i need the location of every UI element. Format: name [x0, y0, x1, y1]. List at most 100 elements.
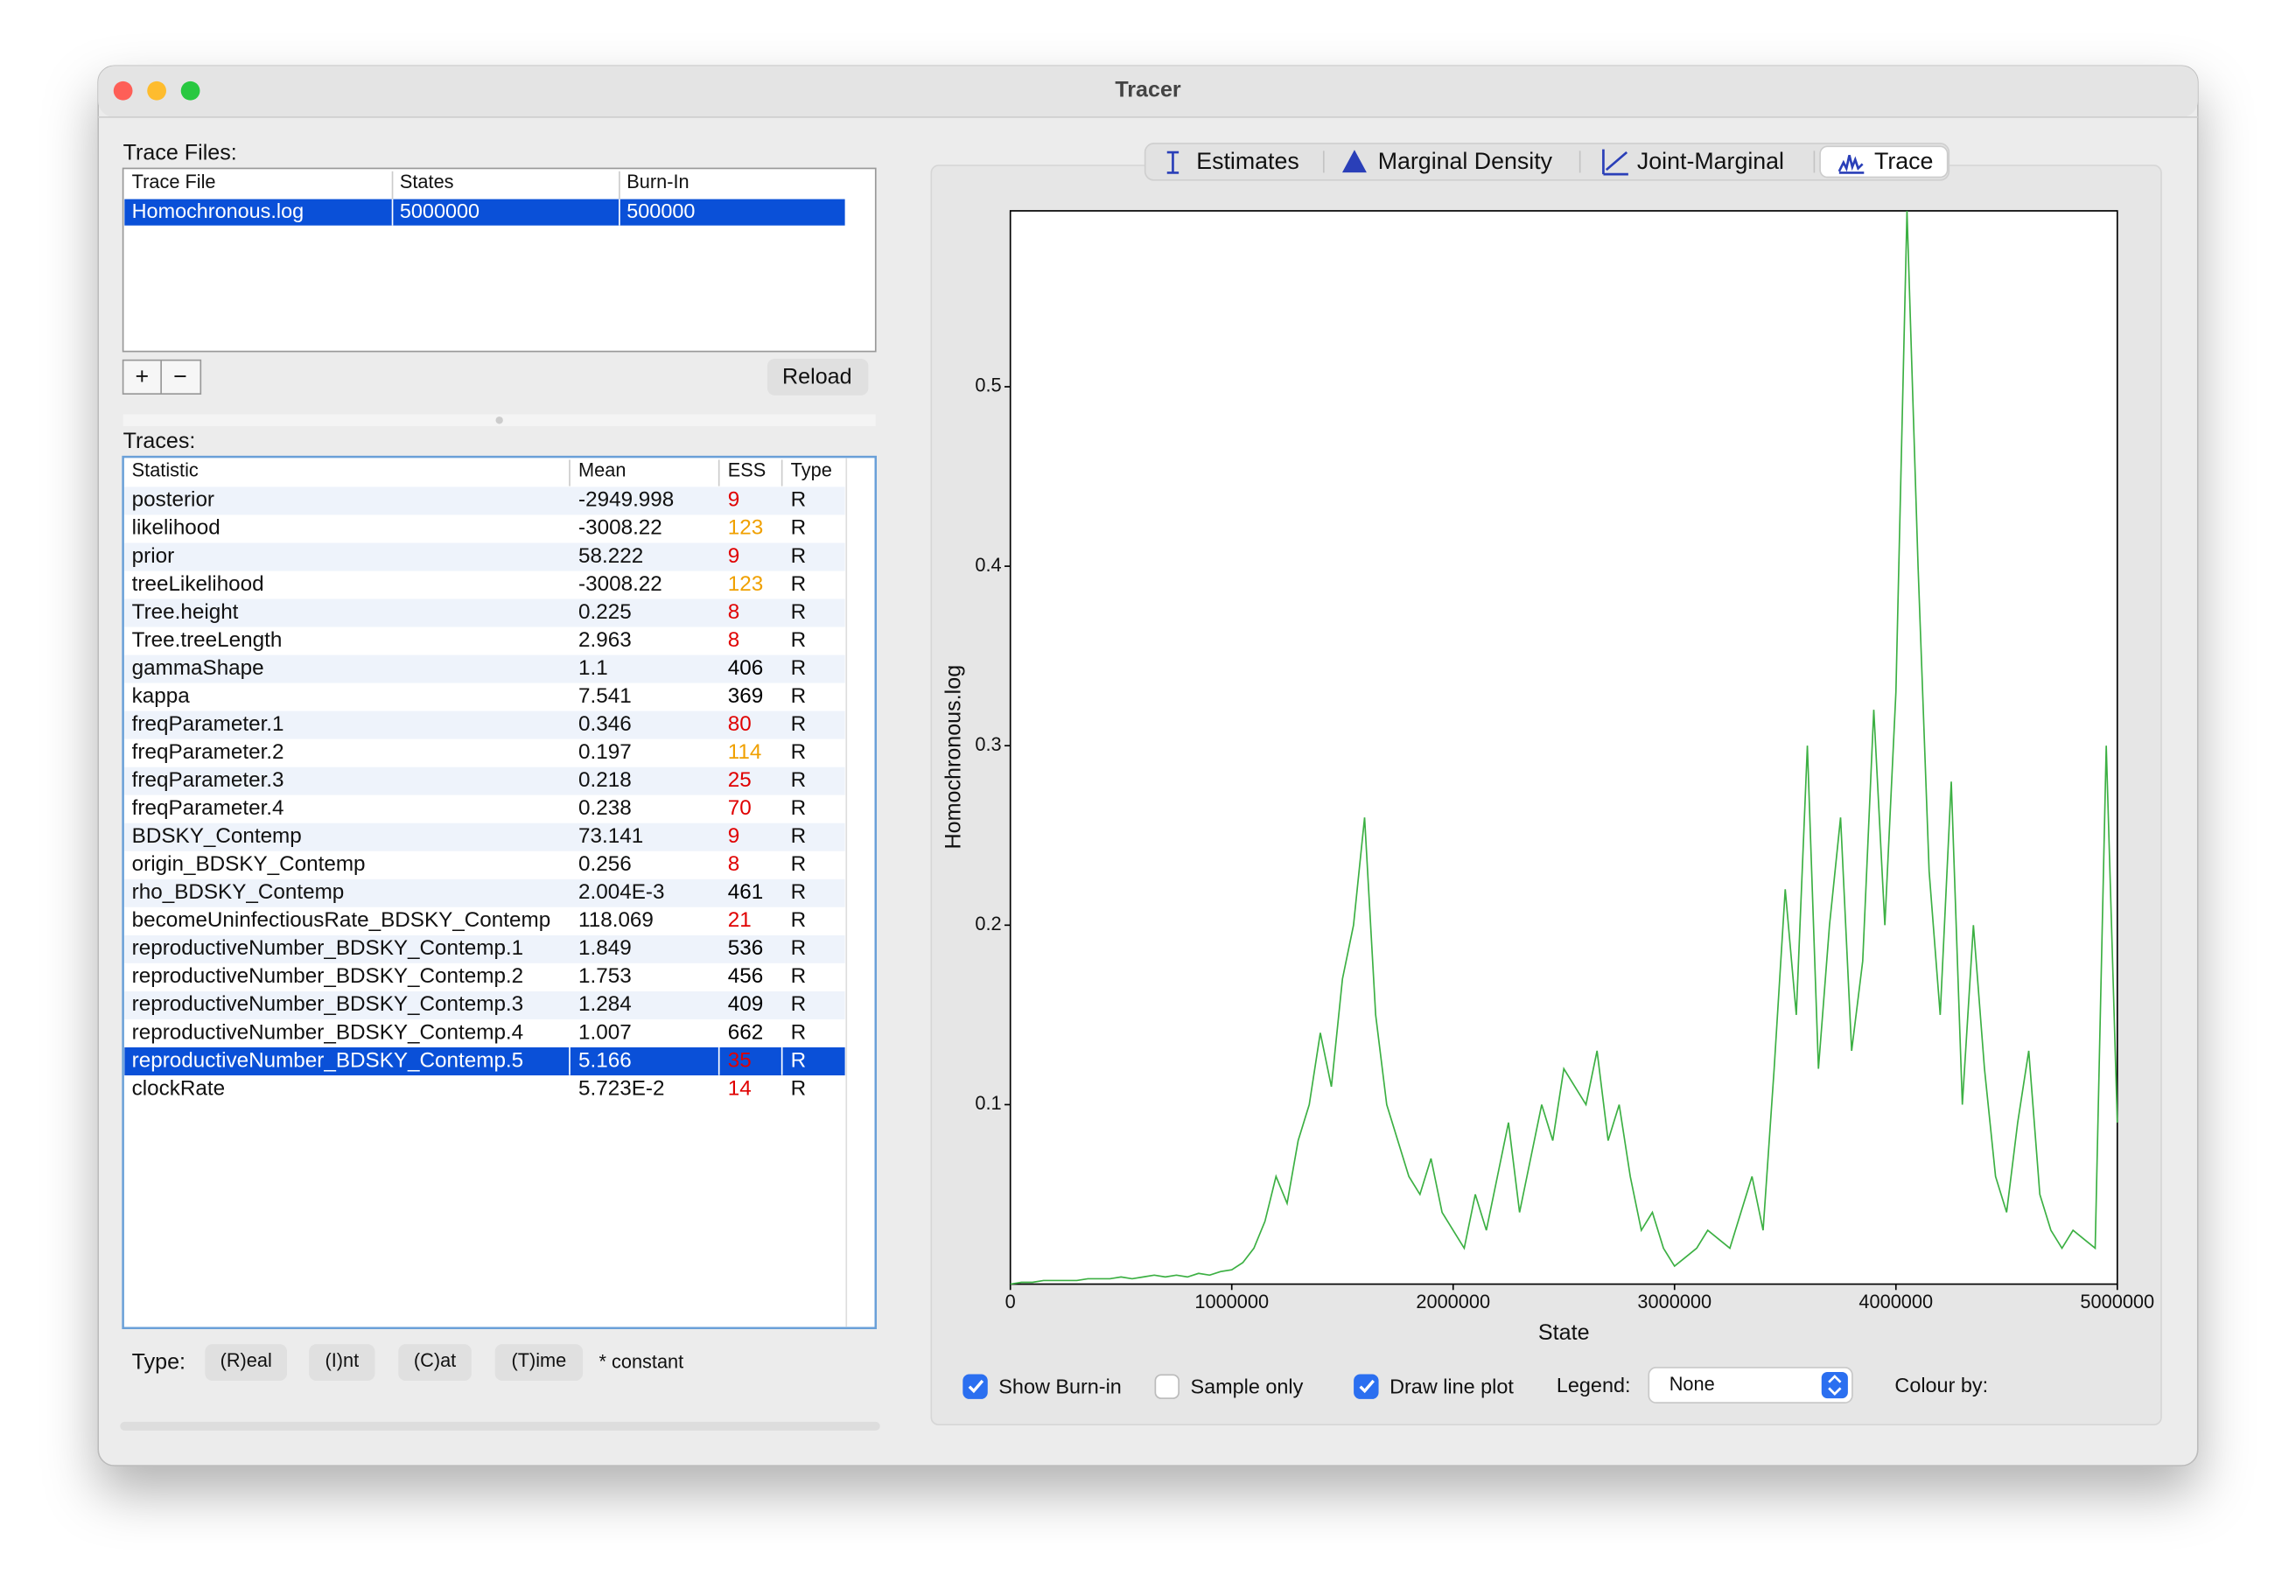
cell[interactable]: R — [791, 852, 807, 876]
cell[interactable]: 0.238 — [578, 796, 632, 820]
cell[interactable]: R — [791, 768, 807, 792]
row[interactable] — [124, 654, 845, 683]
close-button[interactable] — [113, 80, 133, 101]
cell[interactable]: -3008.22 — [578, 572, 662, 596]
cell[interactable]: clockRate — [132, 1076, 225, 1100]
cell[interactable]: R — [791, 936, 807, 960]
cell[interactable]: reproductiveNumber_BDSKY_Contemp.4 — [132, 1020, 524, 1044]
cell[interactable]: posterior — [132, 488, 214, 512]
cell[interactable]: 461 — [728, 880, 763, 904]
row[interactable] — [124, 878, 845, 907]
cell[interactable]: R — [791, 880, 807, 904]
cell[interactable]: Homochronous.log — [132, 200, 304, 222]
row[interactable] — [124, 962, 845, 991]
cell[interactable]: 536 — [728, 936, 763, 960]
cell[interactable]: R — [791, 1020, 807, 1044]
selected-row[interactable] — [124, 1046, 845, 1076]
cell[interactable]: 7.541 — [578, 684, 632, 708]
cell[interactable]: 118.069 — [578, 908, 654, 932]
cell[interactable]: reproductiveNumber_BDSKY_Contemp.1 — [132, 936, 524, 960]
cell[interactable]: 25 — [728, 768, 752, 792]
cell[interactable]: reproductiveNumber_BDSKY_Contemp.2 — [132, 964, 524, 988]
cell[interactable]: treeLikelihood — [132, 572, 264, 596]
cell[interactable]: 114 — [728, 740, 762, 764]
cell[interactable]: R — [791, 488, 807, 512]
cell[interactable]: 14 — [728, 1076, 752, 1100]
row[interactable] — [124, 486, 845, 515]
cell[interactable]: 58.222 — [578, 544, 643, 568]
cell[interactable]: R — [791, 600, 807, 624]
cell[interactable]: 2.963 — [578, 628, 632, 652]
cell[interactable]: 662 — [728, 1020, 763, 1044]
type-button-label[interactable]: (I)nt — [325, 1349, 359, 1371]
cell[interactable]: -2949.998 — [578, 488, 674, 512]
checkbox-label[interactable]: Sample only — [1191, 1376, 1304, 1398]
cell[interactable]: prior — [132, 544, 175, 568]
zoom-button[interactable] — [180, 80, 200, 101]
cell[interactable]: Tree.treeLength — [132, 628, 283, 652]
legend-select[interactable] — [1648, 1367, 1853, 1404]
row[interactable] — [124, 738, 845, 767]
cell[interactable]: R — [791, 544, 807, 568]
cell[interactable]: reproductiveNumber_BDSKY_Contemp.3 — [132, 992, 524, 1016]
cell[interactable]: 5.166 — [578, 1048, 632, 1072]
cell[interactable]: origin_BDSKY_Contemp — [132, 852, 366, 876]
tab-label[interactable]: Marginal Density — [1378, 148, 1553, 174]
cell[interactable]: 1.1 — [578, 656, 608, 680]
cell[interactable]: R — [791, 964, 807, 988]
checkbox[interactable] — [962, 1374, 988, 1399]
cell[interactable]: freqParameter.2 — [132, 740, 284, 764]
minimize-button[interactable] — [147, 80, 166, 101]
cell[interactable]: 500000 — [626, 200, 695, 222]
cell[interactable]: 123 — [728, 516, 763, 540]
type-button[interactable] — [205, 1344, 288, 1382]
tab-label[interactable]: Trace — [1874, 148, 1933, 174]
checkbox-label[interactable]: Show Burn-in — [998, 1376, 1122, 1398]
cell[interactable]: 73.141 — [578, 824, 643, 848]
row[interactable] — [124, 710, 845, 739]
row[interactable] — [124, 794, 845, 823]
add-button[interactable]: + — [136, 363, 150, 389]
row[interactable] — [124, 822, 845, 851]
cell[interactable]: R — [791, 796, 807, 820]
cell[interactable]: 8 — [728, 852, 740, 876]
cell[interactable]: 21 — [728, 908, 752, 932]
cell[interactable]: 8 — [728, 628, 740, 652]
cell[interactable]: R — [791, 516, 807, 540]
row[interactable] — [124, 934, 845, 963]
cell[interactable]: 0.256 — [578, 852, 632, 876]
reload-button[interactable] — [766, 358, 869, 396]
cell[interactable]: kappa — [132, 684, 191, 708]
cell[interactable]: R — [791, 824, 807, 848]
cell[interactable]: becomeUninfectiousRate_BDSKY_Contemp — [132, 908, 551, 932]
row[interactable] — [124, 682, 845, 711]
row[interactable] — [124, 1075, 845, 1104]
cell[interactable]: 1.753 — [578, 964, 632, 988]
legend-value[interactable]: None — [1670, 1373, 1715, 1395]
checkbox[interactable] — [1154, 1374, 1180, 1399]
tab-label[interactable]: Estimates — [1196, 148, 1299, 174]
cell[interactable]: R — [791, 992, 807, 1016]
cell[interactable]: 0.218 — [578, 768, 632, 792]
cell[interactable]: freqParameter.4 — [132, 796, 284, 820]
cell[interactable]: 1.284 — [578, 992, 632, 1016]
cell[interactable]: 9 — [728, 488, 740, 512]
cell[interactable]: R — [791, 684, 807, 708]
cell[interactable]: 70 — [728, 796, 752, 820]
row[interactable] — [124, 990, 845, 1019]
cell[interactable]: R — [791, 572, 807, 596]
cell[interactable]: 406 — [728, 656, 763, 680]
cell[interactable]: 8 — [728, 600, 740, 624]
row[interactable] — [124, 850, 845, 879]
type-button[interactable] — [398, 1344, 472, 1382]
cell[interactable]: R — [791, 908, 807, 932]
cell[interactable]: 0.346 — [578, 712, 632, 736]
cell[interactable]: freqParameter.3 — [132, 768, 284, 792]
row[interactable] — [124, 626, 845, 655]
cell[interactable]: 5000000 — [400, 200, 480, 222]
cell[interactable]: likelihood — [132, 516, 220, 540]
cell[interactable]: R — [791, 656, 807, 680]
cell[interactable]: reproductiveNumber_BDSKY_Contemp.5 — [132, 1048, 524, 1072]
cell[interactable]: 456 — [728, 964, 763, 988]
type-button[interactable] — [309, 1344, 375, 1382]
